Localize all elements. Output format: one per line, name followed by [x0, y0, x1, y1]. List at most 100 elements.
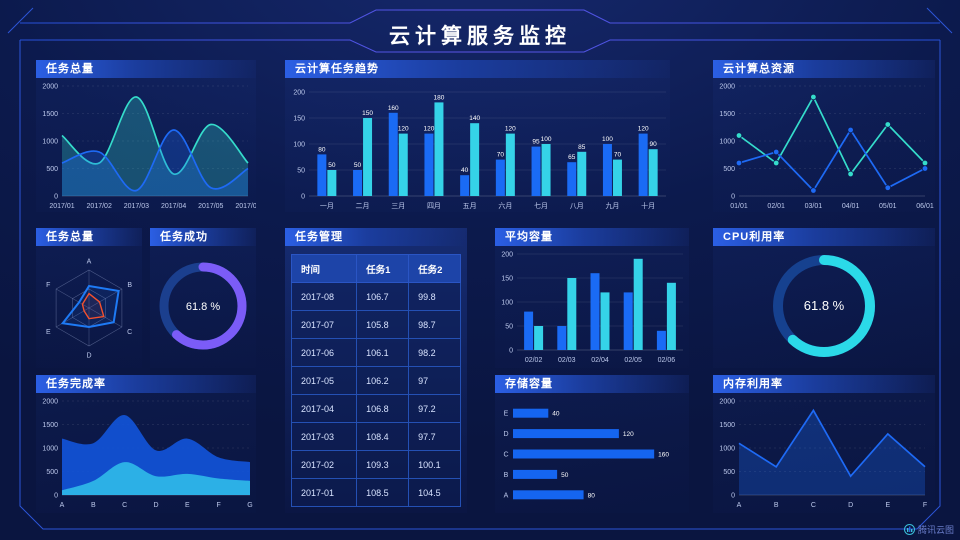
svg-text:2017/02: 2017/02	[87, 203, 112, 210]
table-cell: 98.7	[408, 310, 461, 339]
svg-text:120: 120	[424, 126, 435, 133]
svg-text:1500: 1500	[719, 111, 735, 118]
table-cell: 109.3	[356, 450, 410, 479]
svg-text:06/01: 06/01	[916, 203, 934, 210]
table-cell: 106.1	[356, 338, 410, 367]
svg-text:六月: 六月	[498, 201, 512, 210]
panel-task-success: 任务成功 61.8 %	[150, 228, 256, 368]
svg-text:160: 160	[388, 105, 399, 112]
table-cell: 2017-02	[290, 450, 358, 479]
table-cell: 100.1	[408, 450, 461, 479]
svg-text:1500: 1500	[42, 111, 58, 118]
svg-text:三月: 三月	[391, 202, 405, 210]
panel-storage-header: 存储容量	[495, 375, 689, 393]
svg-text:100: 100	[602, 136, 613, 143]
svg-text:1000: 1000	[719, 446, 735, 453]
svg-text:02/05: 02/05	[624, 357, 642, 364]
svg-text:50: 50	[328, 162, 336, 169]
panel-task-radar: 任务总量 A B C D E F	[36, 228, 142, 368]
panel-task-radar-title: 任务总量	[46, 231, 94, 243]
completion-area-chart: 0 500 1000 1500 2000 A B C D E F G	[42, 399, 252, 510]
table-column-header: 任务2	[408, 254, 461, 283]
panel-task-total: 任务总量 0 500 1000 1500 2000 2017/01 2017/02 2017/…	[36, 60, 256, 212]
table-cell: 2017-08	[290, 282, 358, 311]
svg-text:180: 180	[434, 94, 445, 101]
svg-text:70: 70	[614, 152, 622, 159]
table-cell: 2017-06	[290, 338, 358, 367]
svg-text:04/01: 04/01	[842, 203, 860, 210]
svg-text:40: 40	[461, 167, 469, 174]
task-success-gauge: 61.8 %	[159, 262, 247, 350]
svg-text:0: 0	[731, 194, 735, 201]
svg-text:500: 500	[46, 469, 58, 476]
panel-task-radar-header: 任务总量	[36, 228, 142, 246]
svg-text:2017/01: 2017/01	[49, 203, 74, 210]
panel-memory: 内存利用率 0 500 1000 1500 2000 A B C D E F	[713, 375, 935, 513]
svg-text:80: 80	[318, 146, 326, 153]
svg-text:85: 85	[578, 144, 586, 151]
svg-text:C: C	[127, 329, 132, 336]
table-cell: 97	[408, 366, 461, 395]
svg-text:2017/05: 2017/05	[198, 203, 223, 210]
panel-cloud-trend-header: 云计算任务趋势	[285, 60, 670, 78]
svg-text:C: C	[122, 502, 127, 509]
svg-text:1000: 1000	[42, 139, 58, 146]
svg-text:120: 120	[398, 126, 409, 133]
table-cell: 106.7	[356, 282, 410, 311]
table-row: 2017-05 106.2 97	[290, 366, 461, 395]
task-total-line-chart: 0 500 1000 1500 2000 2017/01 2017/02 2017/03 201…	[42, 84, 256, 211]
svg-text:四月: 四月	[427, 202, 441, 210]
svg-text:95: 95	[532, 139, 540, 146]
svg-text:02/04: 02/04	[591, 357, 609, 364]
panel-completion: 任务完成率 0 500 1000 1500 2000 A B C D E F G	[36, 375, 256, 513]
table-cell: 99.8	[408, 282, 461, 311]
svg-text:D: D	[153, 502, 158, 509]
svg-text:120: 120	[505, 126, 516, 133]
panel-task-table-header: 任务管理	[285, 228, 467, 246]
table-row: 2017-06 106.1 98.2	[290, 338, 461, 367]
panel-avg-capacity: 平均容量 0 50 100 150 200 02/02 02/03 02/04 02/05 02/…	[495, 228, 689, 368]
svg-text:50: 50	[297, 168, 305, 175]
table-cell: 98.2	[408, 338, 461, 367]
svg-text:02/02: 02/02	[525, 357, 543, 364]
svg-text:65: 65	[568, 154, 576, 161]
svg-text:1500: 1500	[719, 422, 735, 429]
panel-completion-header: 任务完成率	[36, 375, 256, 393]
svg-text:C: C	[503, 452, 508, 459]
svg-text:0: 0	[509, 348, 513, 355]
panel-memory-header: 内存利用率	[713, 375, 935, 393]
table-cell: 2017-07	[290, 310, 358, 339]
cloud-resources-line-chart: 0 500 1000 1500 2000 01/01 02/01 03/01 04/01 05/0…	[719, 84, 934, 211]
svg-text:E: E	[185, 502, 190, 509]
cpu-gauge: 61.8 %	[773, 255, 875, 357]
table-cell: 2017-05	[290, 366, 358, 395]
svg-text:2000: 2000	[42, 84, 58, 91]
panel-cloud-resources-title: 云计算总资源	[723, 63, 795, 75]
svg-text:40: 40	[552, 411, 560, 418]
table-row: 2017-02 109.3 100.1	[290, 450, 461, 479]
svg-text:2017/03: 2017/03	[124, 203, 149, 210]
svg-text:80: 80	[588, 492, 596, 499]
page-title: 云计算服务监控	[389, 25, 571, 48]
svg-text:100: 100	[541, 136, 552, 143]
svg-text:160: 160	[658, 452, 669, 459]
panel-avg-capacity-header: 平均容量	[495, 228, 689, 246]
svg-text:1500: 1500	[42, 422, 58, 429]
svg-text:02/06: 02/06	[658, 357, 676, 364]
table-row: 2017-01 108.5 104.5	[290, 478, 461, 507]
panel-avg-capacity-title: 平均容量	[505, 231, 553, 243]
svg-text:十月: 十月	[641, 201, 655, 210]
svg-text:120: 120	[638, 126, 649, 133]
panel-task-success-title: 任务成功	[160, 231, 208, 243]
cloud-trend-bar-chart: 0 50 100 150 200 一月 二月 三月 四月 五月 六月 七月 八月 九月 十月 80 50 160 1…	[293, 90, 666, 210]
table-cell: 108.5	[356, 478, 410, 507]
task-table: 时间 任务1 任务2 2017-08 106.7 99.8 2017-07 105.8 98.7…	[290, 254, 461, 507]
table-cell: 105.8	[356, 310, 410, 339]
panel-cpu-header: CPU利用率	[713, 228, 935, 246]
panel-storage: 存储容量 E 40 D 120 C 160 B 50 A 80	[495, 375, 689, 513]
svg-text:0: 0	[54, 493, 58, 500]
table-row: 2017-07 105.8 98.7	[290, 310, 461, 339]
svg-text:150: 150	[501, 276, 513, 283]
svg-text:E: E	[46, 329, 51, 336]
svg-text:D: D	[86, 353, 91, 360]
